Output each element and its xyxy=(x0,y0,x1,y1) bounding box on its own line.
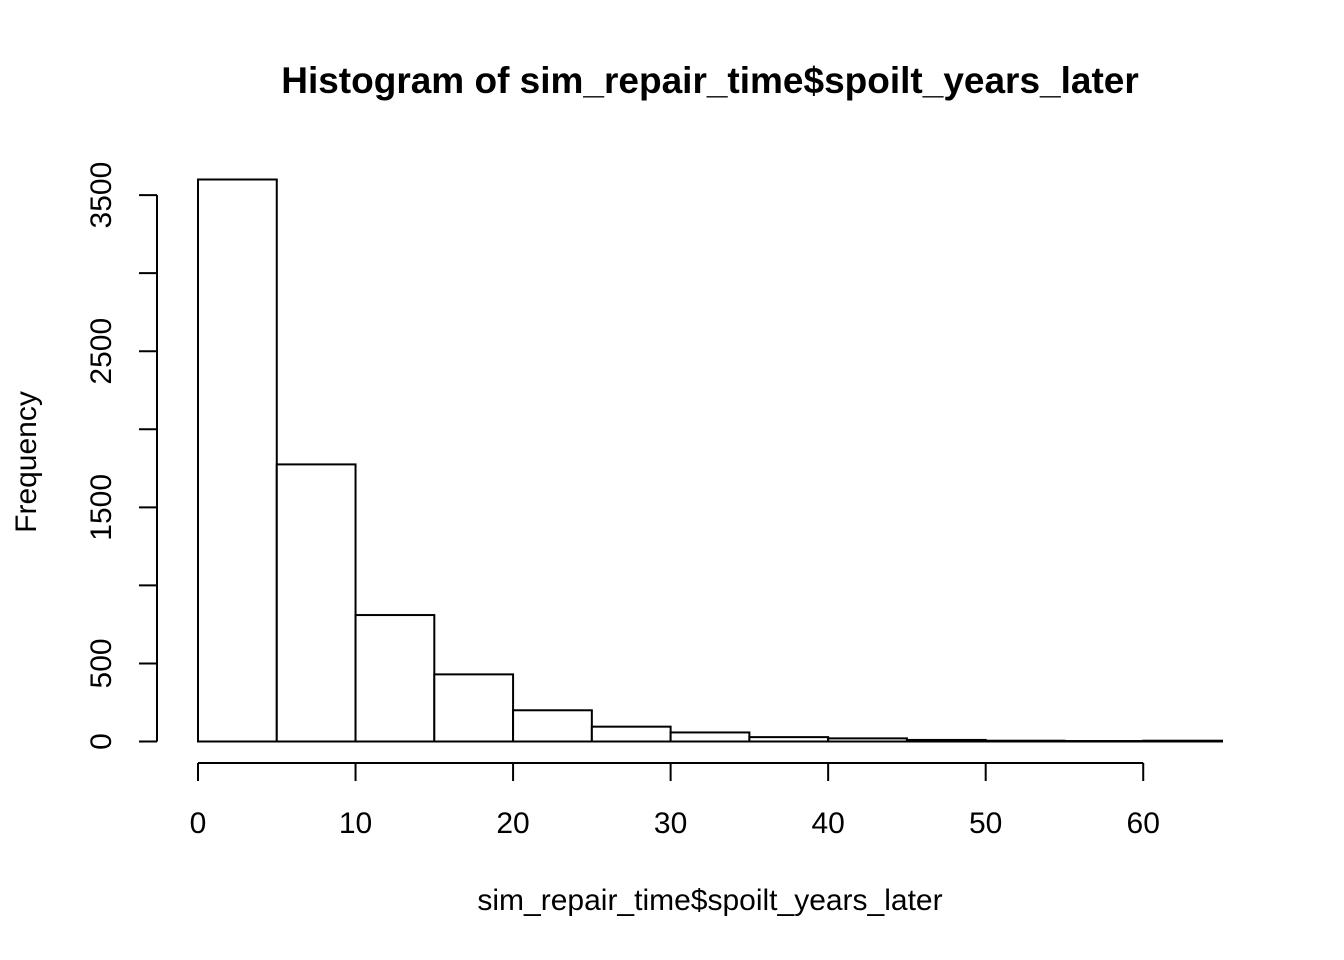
histogram-bar xyxy=(433,673,515,743)
x-tick-label: 30 xyxy=(654,807,687,840)
x-axis-label: sim_repair_time$spoilt_years_later xyxy=(477,884,942,917)
y-tick-label: 1500 xyxy=(85,474,118,541)
x-tick-label: 10 xyxy=(339,807,372,840)
histogram-bar xyxy=(275,463,357,743)
y-axis: 0 500 1500 2500 3500 xyxy=(85,162,158,750)
histogram-bar xyxy=(827,737,908,743)
histogram-bar xyxy=(669,731,751,743)
histogram-bar xyxy=(905,738,987,743)
histogram-bar xyxy=(748,736,830,743)
x-tick-label: 60 xyxy=(1127,807,1160,840)
y-tick-label: 2500 xyxy=(85,318,118,385)
y-axis-label: Frequency xyxy=(10,391,43,533)
histogram-bar xyxy=(197,178,278,743)
histogram-bar xyxy=(1142,739,1223,743)
x-tick-label: 40 xyxy=(811,807,844,840)
x-tick-label: 20 xyxy=(496,807,529,840)
y-tick-label: 3500 xyxy=(85,162,118,229)
histogram-bar xyxy=(984,739,1066,743)
chart-title: Histogram of sim_repair_time$spoilt_year… xyxy=(281,60,1139,101)
histogram-bar xyxy=(512,709,593,743)
x-tick-label: 0 xyxy=(190,807,207,840)
histogram-bar xyxy=(590,725,672,743)
x-axis: 0 10 20 30 40 50 60 xyxy=(190,762,1160,840)
y-tick-label: 0 xyxy=(85,733,118,750)
histogram-bar xyxy=(354,614,436,743)
x-tick-label: 50 xyxy=(969,807,1002,840)
y-tick-label: 500 xyxy=(85,638,118,688)
histogram-bars xyxy=(197,178,1223,743)
